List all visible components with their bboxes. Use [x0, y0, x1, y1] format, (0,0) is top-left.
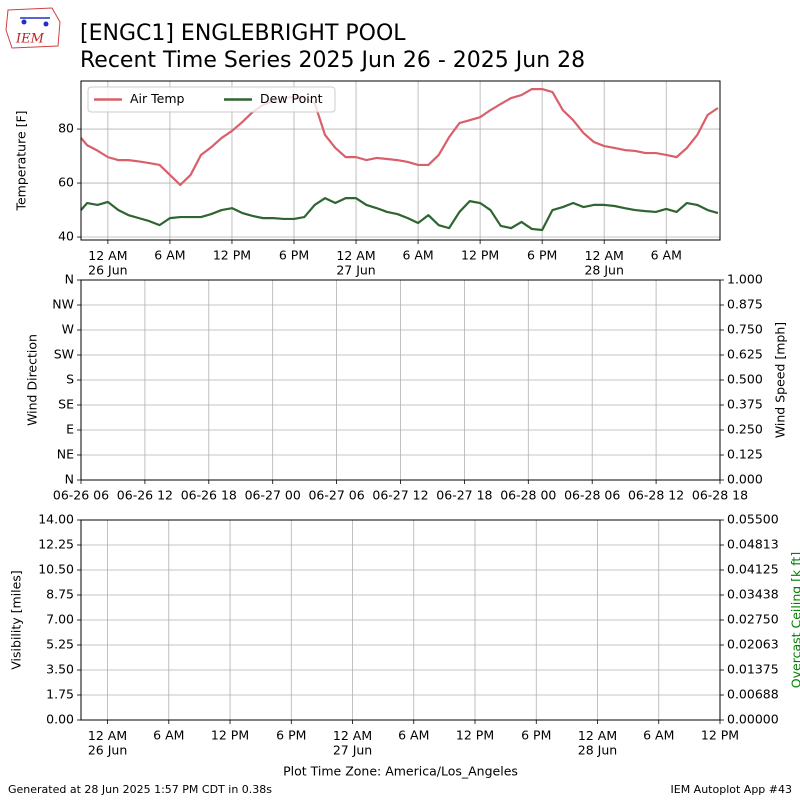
y-tick-label: 60	[58, 175, 74, 190]
y2-axis-label: Overcast Ceiling [k ft]	[789, 552, 800, 688]
y2-tick-label: 0.125	[727, 447, 763, 462]
footer-right: IEM Autoplot App #43	[671, 783, 793, 796]
x-tick-label: 6 PM	[521, 728, 551, 743]
y2-tick-label: 0.375	[727, 397, 763, 412]
y2-axis-label: Wind Speed [mph]	[773, 322, 788, 438]
y-tick-label: 8.75	[46, 587, 74, 602]
plot-frame	[80, 279, 721, 481]
y-tick-label: S	[66, 372, 74, 387]
x-tick-label: 06-27 06	[308, 488, 364, 503]
y-axis-label: Temperature [F]	[14, 110, 29, 211]
x-tick-label: 6 PM	[276, 728, 306, 743]
y2-tick-label: 0.05500	[727, 512, 779, 527]
x-tick-label: 12 PM	[213, 248, 251, 263]
y2-tick-label: 0.02750	[727, 612, 779, 627]
x-tick-label: 12 AM 27 Jun	[336, 248, 375, 277]
x-tick-label: 12 PM	[701, 728, 739, 743]
series-line	[80, 197, 719, 232]
legend-box	[87, 86, 336, 113]
x-tick-label: 6 AM	[402, 248, 433, 263]
x-tick-label: 6 AM	[398, 728, 429, 743]
y-tick-label: 10.50	[38, 562, 74, 577]
panel: 12 AM 26 Jun 6 AM 12 PM 6 PM 12 AM 27 Jun 6 AM 1…	[14, 80, 721, 277]
footer-left: Generated at 28 Jun 2025 1:57 PM CDT in …	[8, 783, 272, 796]
y-axis-label: Wind Direction	[25, 334, 40, 426]
x-tick-label: 06-28 18	[692, 488, 748, 503]
y2-tick-label: 0.00000	[727, 712, 779, 727]
y-tick-label: SE	[58, 397, 74, 412]
x-axis-label: Plot Time Zone: America/Los_Angeles	[283, 764, 518, 779]
y2-tick-label: 0.00688	[727, 687, 779, 702]
x-tick-label: 12 AM 26 Jun	[88, 248, 127, 277]
plot-frame	[80, 80, 721, 241]
title-line: Recent Time Series 2025 Jun 26 - 2025 Ju…	[80, 48, 585, 73]
y2-tick-label: 0.875	[727, 297, 763, 312]
y2-tick-label: 0.250	[727, 422, 763, 437]
series-line	[80, 88, 719, 187]
y-tick-label: 14.00	[38, 512, 74, 527]
x-tick-label: 6 AM	[643, 728, 674, 743]
y-tick-label: SW	[54, 347, 74, 362]
y2-tick-label: 0.01375	[727, 662, 779, 677]
logo: IEM	[5, 7, 61, 49]
x-tick-label: 6 AM	[154, 248, 185, 263]
y-tick-label: NW	[52, 297, 74, 312]
y2-tick-label: 0.03438	[727, 587, 779, 602]
x-tick-label: 12 AM 26 Jun	[88, 728, 127, 757]
y2-tick-label: 0.000	[727, 472, 763, 487]
legend-label: Air Temp	[130, 91, 185, 106]
x-tick-label: 06-27 18	[436, 488, 492, 503]
y-tick-label: 80	[58, 121, 74, 136]
x-tick-label: 06-26 06	[53, 488, 109, 503]
y-tick-label: 1.75	[46, 687, 74, 702]
y-tick-label: 0.00	[46, 712, 74, 727]
y-tick-label: W	[62, 322, 74, 337]
y-tick-label: 40	[58, 229, 74, 244]
y2-tick-label: 0.500	[727, 372, 763, 387]
logo-dot	[43, 21, 49, 27]
x-tick-label: 12 AM 28 Jun	[578, 728, 617, 757]
x-tick-label: 12 AM 27 Jun	[333, 728, 372, 757]
x-tick-label: 12 PM	[211, 728, 249, 743]
x-tick-label: 06-28 00	[500, 488, 556, 503]
legend-label: Dew Point	[260, 91, 323, 106]
y2-tick-label: 0.04125	[727, 562, 779, 577]
y2-tick-label: 0.750	[727, 322, 763, 337]
plot-frame	[80, 519, 721, 721]
y-tick-label: E	[66, 422, 74, 437]
x-tick-label: 6 PM	[279, 248, 309, 263]
x-tick-label: 06-26 18	[181, 488, 237, 503]
logo-text: IEM	[15, 32, 45, 47]
y2-tick-label: 1.000	[727, 272, 763, 287]
y2-tick-label: 0.02063	[727, 637, 779, 652]
x-tick-label: 06-27 00	[245, 488, 301, 503]
x-tick-label: 06-28 12	[628, 488, 684, 503]
panel: 06-26 06 06-26 12 06-26 18 06-27 00 06-27 06…	[25, 272, 788, 503]
title-line: [ENGC1] ENGLEBRIGHT POOL	[80, 21, 406, 46]
x-tick-label: 6 AM	[651, 248, 682, 263]
x-tick-label: 06-28 06	[564, 488, 620, 503]
x-tick-label: 06-26 12	[117, 488, 173, 503]
legend: Air Temp Dew Point	[87, 86, 336, 113]
y-axis-label: Visibility [miles]	[9, 570, 24, 669]
x-tick-label: 06-27 12	[372, 488, 428, 503]
y-tick-label: 7.00	[46, 612, 74, 627]
logo-dot	[21, 19, 27, 25]
x-tick-label: 6 PM	[527, 248, 557, 263]
y-tick-label: NE	[57, 447, 74, 462]
y-tick-label: 12.25	[38, 537, 74, 552]
y-tick-label: N	[65, 472, 74, 487]
x-tick-label: 6 AM	[153, 728, 184, 743]
y-tick-label: 3.50	[46, 662, 74, 677]
y-tick-label: N	[65, 272, 74, 287]
x-tick-label: 12 AM 28 Jun	[584, 248, 623, 277]
x-tick-label: 12 PM	[461, 248, 499, 263]
panel: 12 AM 26 Jun 6 AM 12 PM 6 PM 12 AM 27 Jun 6 AM 1…	[9, 512, 800, 779]
y-tick-label: 5.25	[46, 637, 74, 652]
y2-tick-label: 0.625	[727, 347, 763, 362]
y2-tick-label: 0.04813	[727, 537, 779, 552]
x-tick-label: 12 PM	[456, 728, 494, 743]
